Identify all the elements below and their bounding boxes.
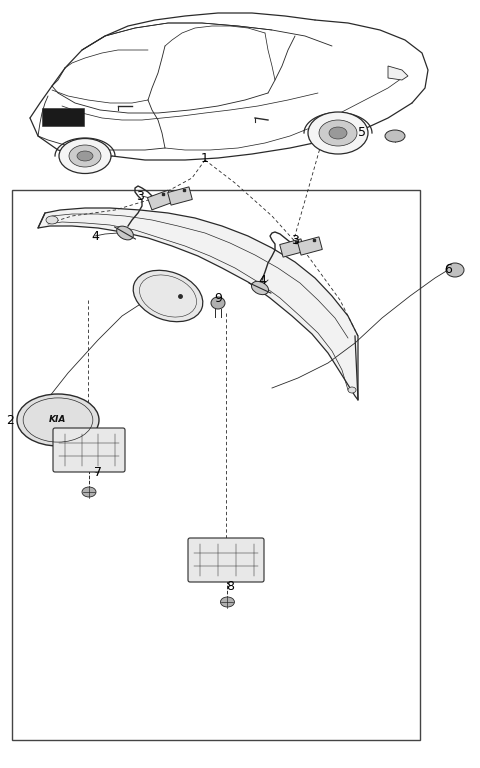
Text: 8: 8 [226,580,234,592]
Ellipse shape [252,281,268,295]
Ellipse shape [385,130,405,142]
Ellipse shape [46,216,58,224]
Text: 4: 4 [258,273,266,286]
Ellipse shape [220,597,234,607]
Ellipse shape [117,226,133,240]
Text: 7: 7 [94,466,102,479]
Polygon shape [280,239,304,257]
Ellipse shape [348,387,356,393]
Polygon shape [147,190,172,210]
FancyBboxPatch shape [53,428,125,472]
Text: 3: 3 [136,190,144,203]
Text: 3: 3 [291,233,299,247]
Text: 6: 6 [444,263,452,276]
Text: 4: 4 [91,230,99,243]
Text: 5: 5 [358,127,366,140]
Ellipse shape [319,120,357,146]
Ellipse shape [59,138,111,174]
Bar [12,190,420,740]
Ellipse shape [77,151,93,161]
Ellipse shape [17,394,99,446]
Bar [42,108,84,126]
Polygon shape [388,66,408,80]
Ellipse shape [69,145,101,167]
Polygon shape [298,237,322,255]
Ellipse shape [308,112,368,154]
Text: 9: 9 [214,292,222,304]
Ellipse shape [329,127,347,139]
Ellipse shape [133,270,203,322]
Polygon shape [168,187,192,205]
Ellipse shape [82,487,96,497]
Ellipse shape [211,297,225,309]
Text: KIA: KIA [49,415,67,425]
FancyBboxPatch shape [188,538,264,582]
Text: 1: 1 [201,151,209,164]
Text: 2: 2 [6,413,14,426]
Ellipse shape [446,263,464,277]
Polygon shape [38,208,358,400]
